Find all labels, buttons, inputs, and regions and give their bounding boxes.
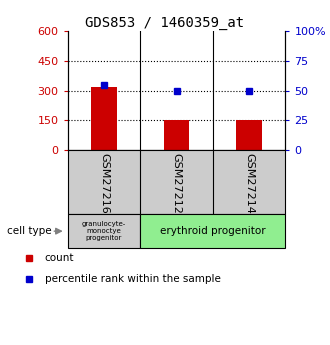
- Text: percentile rank within the sample: percentile rank within the sample: [45, 274, 220, 284]
- Bar: [140, 214, 285, 248]
- Text: GSM27212: GSM27212: [172, 153, 182, 214]
- Text: cell type: cell type: [7, 226, 51, 236]
- Bar: [91, 87, 117, 150]
- Bar: [164, 120, 189, 150]
- Text: GDS853 / 1460359_at: GDS853 / 1460359_at: [85, 16, 245, 30]
- Text: GSM27216: GSM27216: [99, 153, 109, 214]
- Text: erythroid progenitor: erythroid progenitor: [160, 226, 266, 236]
- Text: GSM27214: GSM27214: [244, 153, 254, 214]
- Text: count: count: [45, 253, 74, 263]
- Bar: [236, 120, 262, 150]
- Bar: [68, 214, 140, 248]
- Text: granulocyte-
monoctye
progenitor: granulocyte- monoctye progenitor: [82, 221, 126, 241]
